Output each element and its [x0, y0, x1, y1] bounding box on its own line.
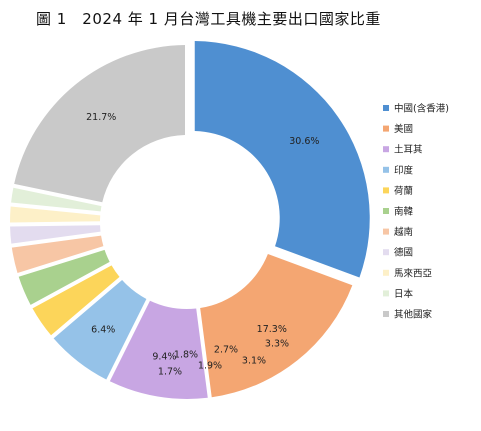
- legend-label-7: 越南: [394, 226, 413, 238]
- slice-10: [11, 187, 102, 212]
- legend-label-6: 南韓: [394, 206, 414, 218]
- slice-label-10: 1.7%: [158, 367, 182, 378]
- slice-3: [109, 300, 208, 400]
- chart-title: 圖 1 2024 年 1 月台灣工具機主要出口國家比重: [36, 10, 381, 28]
- slice-2: [200, 254, 353, 398]
- legend-label-4: 印度: [394, 164, 414, 176]
- legend-label-1: 中國(含香港): [394, 103, 449, 115]
- slice-label-11: 21.7%: [86, 112, 116, 123]
- slice-6: [18, 249, 110, 305]
- legend-swatch-8: [383, 249, 389, 256]
- slice-labels: 30.6% 17.3% 9.4% 6.4% 3.3% 3.1% 2.7% 1.9%1.8% 1.…: [86, 112, 319, 378]
- legend-label-3: 土耳其: [394, 144, 423, 156]
- legend-label-8: 德國: [394, 247, 413, 259]
- donut-slices: [10, 41, 370, 400]
- legend-swatch-4: [383, 166, 389, 173]
- legend-label-5: 荷蘭: [394, 185, 413, 197]
- slice-7: [11, 235, 104, 273]
- legend-swatch-5: [383, 187, 389, 194]
- legend-swatch-7: [383, 228, 389, 235]
- legend-swatch-9: [383, 269, 389, 276]
- legend-swatch-2: [383, 125, 389, 132]
- slice-label-3: 9.4%: [152, 352, 176, 363]
- slice-4: [53, 279, 147, 380]
- legend-label-11: 其他國家: [394, 309, 433, 321]
- slice-label-7: 2.7%: [214, 345, 238, 356]
- slice-label-1: 30.6%: [289, 136, 319, 147]
- slice-9: [10, 206, 101, 223]
- slice-8: [10, 225, 101, 244]
- legend-swatch-3: [383, 146, 389, 153]
- legend-swatch-11: [383, 311, 389, 317]
- legend-swatch-10: [383, 290, 389, 297]
- slice-5: [32, 265, 120, 336]
- legend-label-10: 日本: [394, 288, 414, 300]
- slice-1: [194, 41, 370, 278]
- slice-label-9: 1.8%: [174, 350, 198, 361]
- legend-swatch-6: [383, 208, 389, 214]
- slice-label-8: 1.9%: [198, 361, 222, 372]
- slice-label-4: 6.4%: [91, 325, 115, 336]
- slice-label-5: 3.3%: [265, 339, 289, 350]
- slice-11: [14, 45, 186, 203]
- slice-label-6: 3.1%: [242, 356, 266, 367]
- legend-swatch-1: [383, 105, 389, 111]
- slice-label-2: 17.3%: [257, 324, 287, 335]
- legend-label-2: 美國: [394, 123, 413, 135]
- legend-label-9: 馬來西亞: [394, 268, 433, 279]
